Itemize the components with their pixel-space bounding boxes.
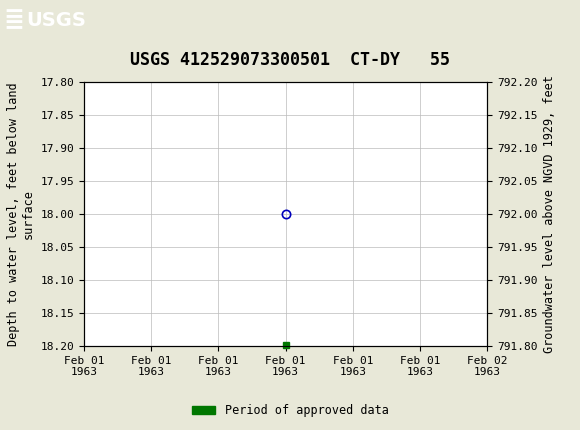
Legend: Period of approved data: Period of approved data <box>187 399 393 422</box>
Text: USGS 412529073300501  CT-DY   55: USGS 412529073300501 CT-DY 55 <box>130 51 450 69</box>
Y-axis label: Depth to water level, feet below land
surface: Depth to water level, feet below land su… <box>7 82 35 346</box>
Text: ≣: ≣ <box>3 9 24 32</box>
Text: USGS: USGS <box>26 11 86 30</box>
Y-axis label: Groundwater level above NGVD 1929, feet: Groundwater level above NGVD 1929, feet <box>543 75 556 353</box>
